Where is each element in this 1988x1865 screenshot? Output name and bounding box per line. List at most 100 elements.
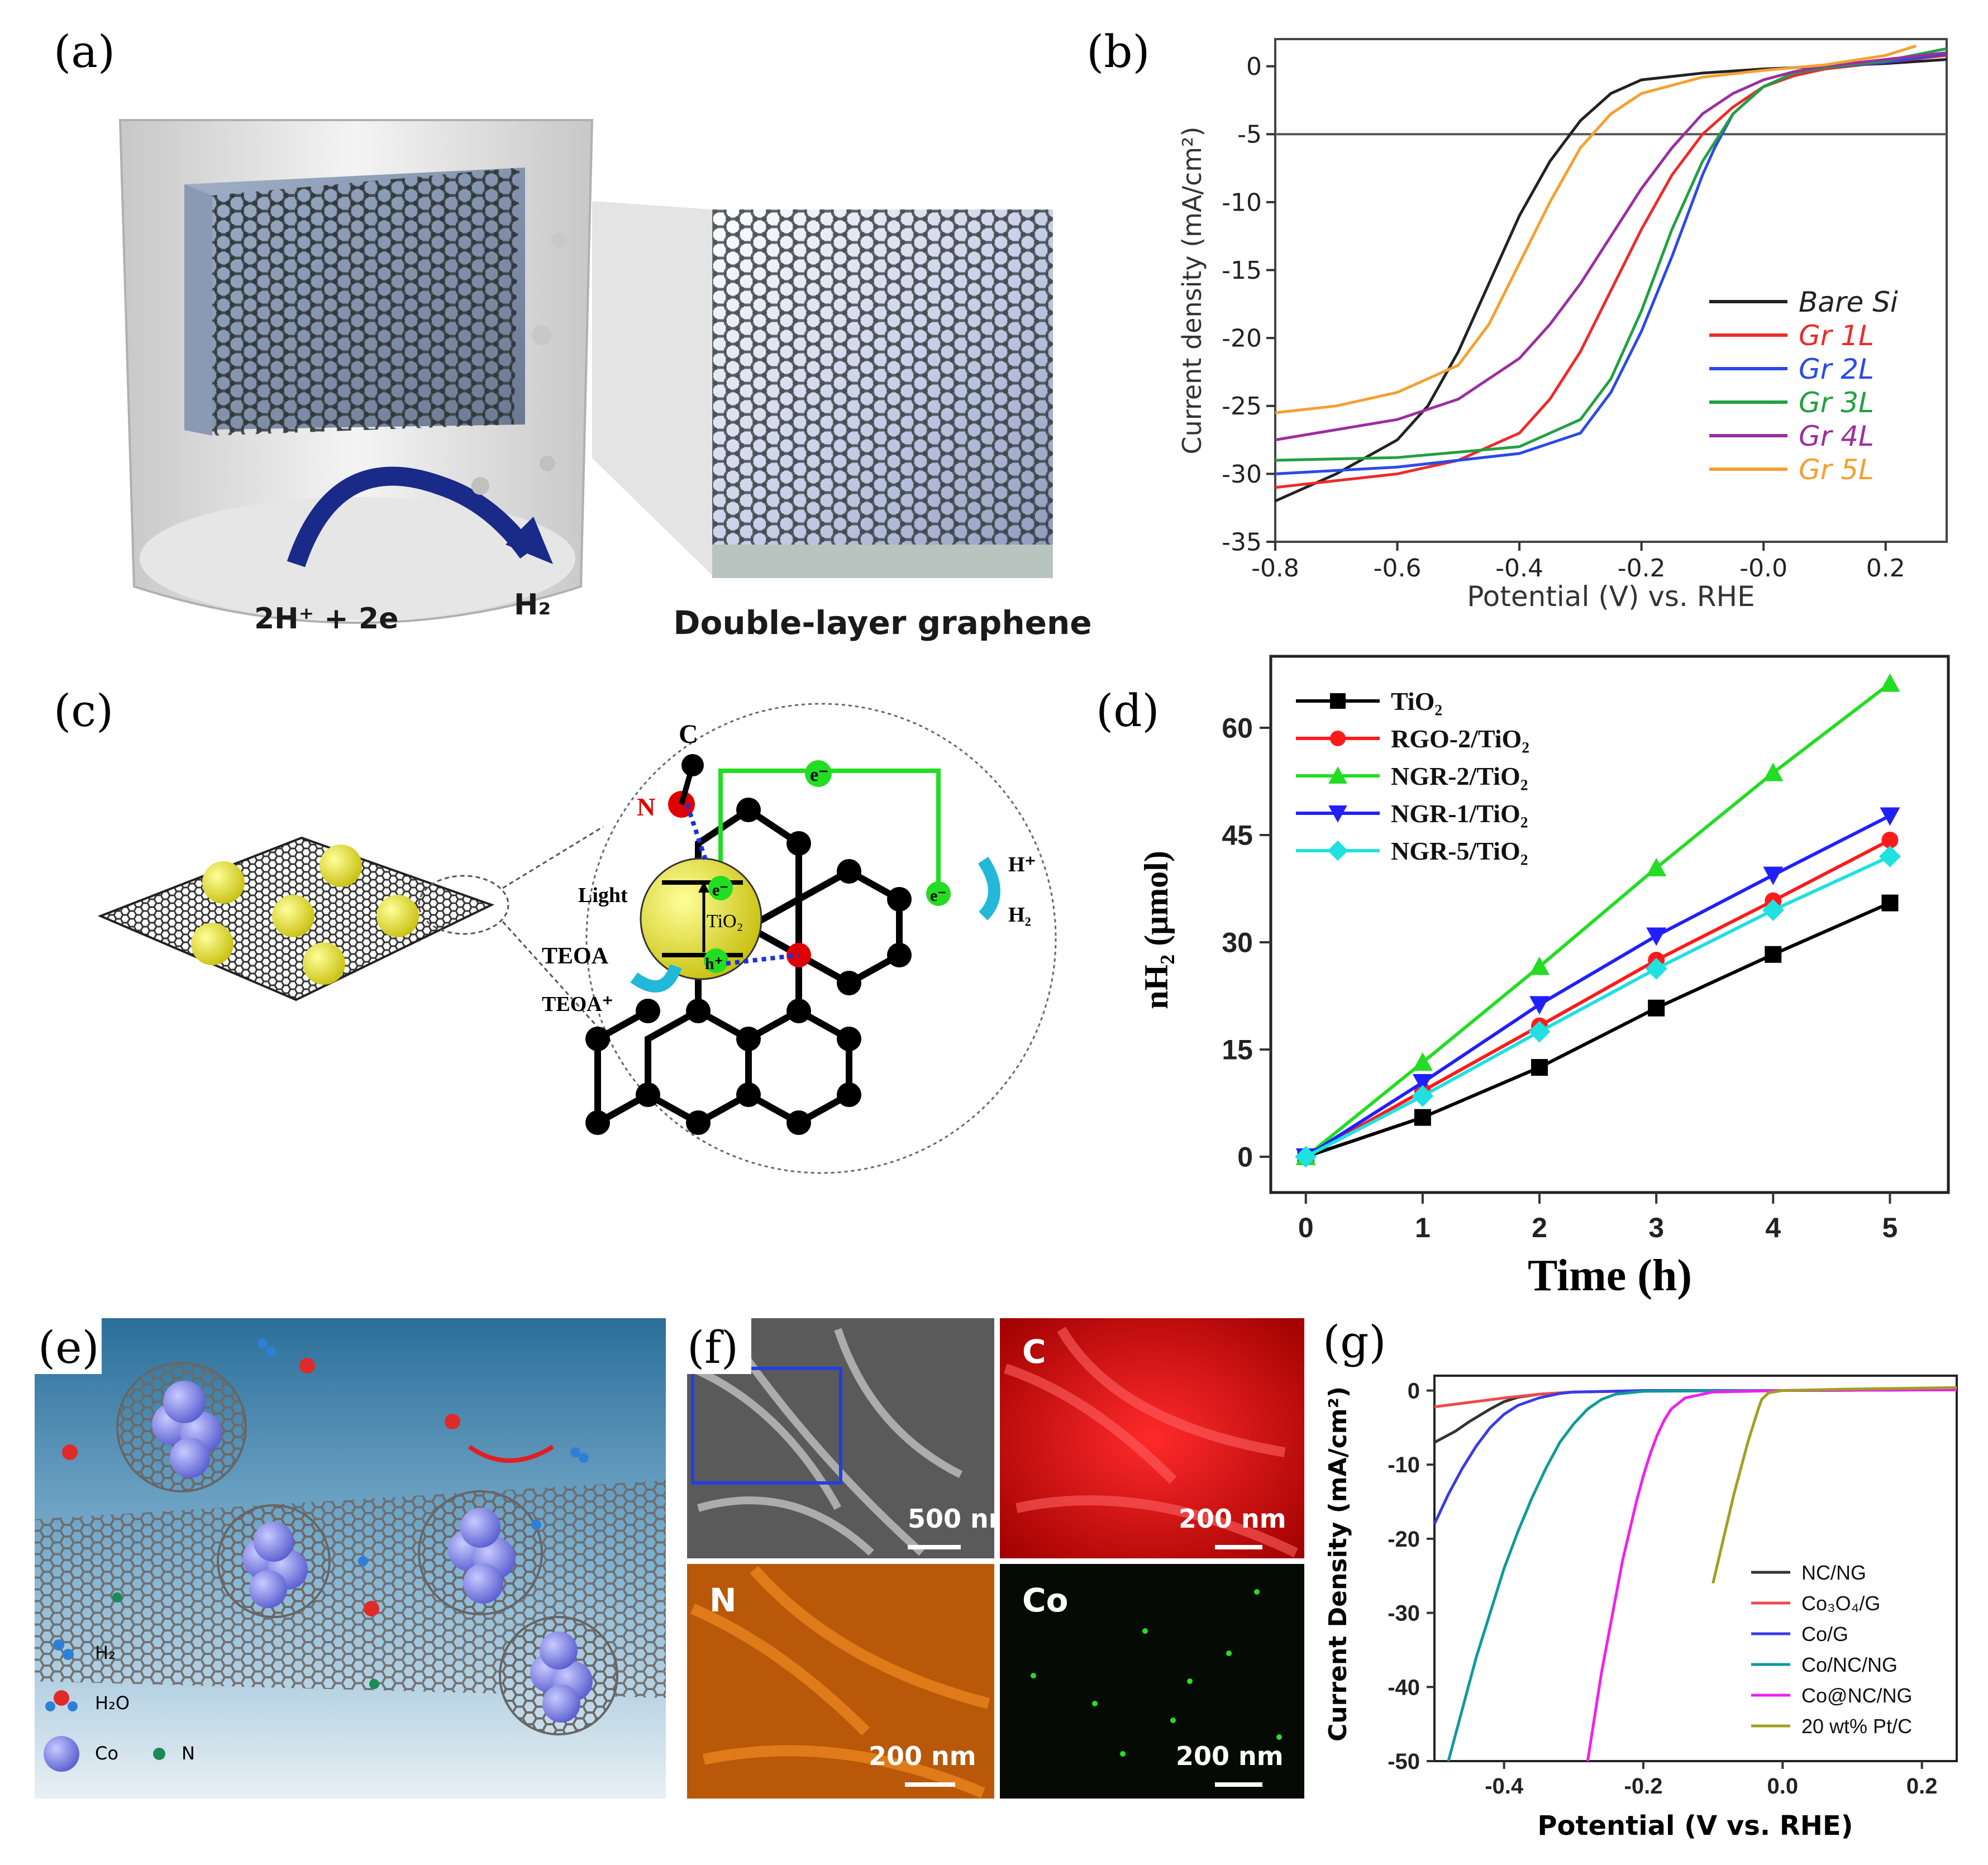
legend-label: Gr 4L [1799, 420, 1874, 452]
chart-g-legend: NC/NG Co₃O₄/G Co/G Co/NC/NG Co@NC/NG 20 wt% P… [1751, 1561, 1913, 1738]
data-point [1881, 894, 1899, 912]
data-point [1646, 857, 1667, 876]
data-point [1529, 996, 1550, 1015]
zoom-caption: Double-layer graphene [673, 604, 1091, 642]
legend-label: Gr 5L [1799, 454, 1874, 486]
x-tick-label: 0.0 [1767, 1774, 1799, 1799]
x-tick-label: -0.2 [1624, 1774, 1663, 1799]
y-tick-label: 15 [1222, 1034, 1253, 1066]
legend-label: NGR-2/TiO₂ [1391, 762, 1528, 790]
x-tick-label: -0.2 [1618, 554, 1666, 583]
data-point [1765, 946, 1782, 963]
series-line [1305, 855, 1891, 1158]
chart-g-x-ticks: -0.4 -0.2 0.0 0.2 [1485, 1761, 1937, 1799]
legend-label: NGR-5/TiO₂ [1391, 837, 1528, 865]
legend-label: 20 wt% Pt/C [1801, 1715, 1912, 1738]
x-tick-label: 0.2 [1866, 554, 1905, 583]
y-tick-label: -50 [1388, 1749, 1420, 1774]
legend-h2: H₂ [95, 1642, 116, 1663]
panel-c-letter: (c) [54, 685, 113, 737]
legend-label: Co/NC/NG [1801, 1653, 1898, 1676]
map-cobalt-tile: Co 200 nm [1000, 1564, 1304, 1799]
chart-b-series [1274, 44, 1947, 503]
data-point [1328, 805, 1347, 823]
label-teoa-plus: TEOA⁺ [542, 993, 613, 1016]
map-label-n: N [709, 1581, 737, 1619]
y-tick-label: -30 [1222, 460, 1262, 489]
electron-path [718, 769, 941, 888]
data-point [1330, 731, 1346, 746]
chart-g-frame [1433, 1375, 1958, 1762]
data-point [1529, 956, 1550, 975]
data-point [1295, 1146, 1317, 1168]
label-c-atom: C [679, 719, 698, 749]
chart-d-series [1295, 673, 1901, 1168]
label-teoa: TEOA [542, 943, 609, 969]
chart-d-legend: TiO₂ RGO-2/TiO₂ NGR-2/TiO₂ NGR-1/TiO₂ NGR-5/… [1296, 687, 1529, 865]
x-tick-label: -0.0 [1739, 554, 1787, 583]
data-point [1645, 957, 1667, 980]
label-e-top: e⁻ [810, 765, 828, 785]
y-tick-label: -5 [1237, 121, 1262, 149]
data-point [1648, 999, 1665, 1017]
map-label-c: C [1022, 1333, 1046, 1371]
panel-e-legend: H₂ H₂O Co N [44, 1639, 195, 1772]
x-tick-label: 3 [1648, 1212, 1664, 1243]
y-tick-label: -35 [1222, 528, 1262, 556]
chart-g-series [1433, 1386, 1957, 1762]
y-tick-label: -20 [1388, 1527, 1420, 1552]
chart-d-y-ticks: 0 15 30 45 60 [1222, 713, 1271, 1173]
series-line [1305, 814, 1891, 1158]
y-tick-label: -15 [1222, 256, 1262, 285]
map-carbon-tile: C 200 nm [1000, 1318, 1304, 1558]
data-point [1330, 693, 1346, 709]
series-line [1275, 44, 1917, 414]
data-point [1414, 1109, 1431, 1126]
chart-d-ylabel: nH₂ (μmol) [1138, 851, 1175, 1009]
panel-g: (g) -0.4 -0.2 0.0 0.2 0 -10 -20 -30 -40 -50 Pote… [1323, 1316, 1958, 1842]
legend-h2o: H₂O [95, 1692, 130, 1714]
x-tick-label: 0 [1298, 1212, 1314, 1243]
data-point [1412, 1052, 1433, 1071]
n-doped-graphene-fragment [585, 754, 912, 1135]
legend-co: Co [95, 1743, 118, 1764]
label-h-plus: H⁺ [1008, 853, 1036, 876]
zoom-beam [592, 201, 712, 575]
scale-n: 200 nm [869, 1741, 976, 1771]
beaker-illustration [118, 119, 594, 624]
panel-c: (c) [54, 685, 1057, 1174]
y-tick-label: -40 [1388, 1675, 1420, 1700]
chart-g-xlabel: Potential (V vs. RHE) [1537, 1810, 1853, 1842]
y-tick-label: 0 [1246, 53, 1262, 81]
y-tick-label: 45 [1222, 820, 1253, 851]
panel-e-letter: (e) [38, 1322, 99, 1373]
panel-f-letter: (f) [687, 1322, 738, 1373]
scale-sem: 500 nm [908, 1504, 1016, 1534]
panel-b: (b) -0.8 -0.6 -0.4 -0.2 -0.0 0.2 0 -5 -10 -15 -20… [1086, 26, 1948, 613]
chart-d-xlabel: Time (h) [1528, 1251, 1692, 1300]
label-tio2: TiO₂ [707, 911, 743, 932]
legend-n: N [182, 1743, 195, 1764]
panel-g-letter: (g) [1323, 1316, 1386, 1368]
y-tick-label: -30 [1388, 1601, 1420, 1626]
chart-b-y-ticks: 0 -5 -10 -15 -20 -25 -30 -35 [1222, 53, 1275, 556]
legend-label: TiO₂ [1391, 687, 1442, 716]
legend-label: Gr 1L [1799, 319, 1874, 352]
legend-label: Bare Si [1799, 286, 1898, 318]
chart-d-frame [1269, 655, 1950, 1194]
label-hole: h⁺ [705, 955, 723, 973]
scale-c: 200 nm [1179, 1504, 1286, 1534]
panel-a: (a) 2H⁺ + 2e H₂ Double-layer graphene [54, 26, 1092, 642]
series-line [1275, 51, 1947, 442]
data-point [1881, 831, 1899, 848]
data-point [1412, 1074, 1433, 1093]
data-point [1763, 762, 1784, 781]
reaction-reactants: 2H⁺ + 2e [254, 602, 398, 636]
y-tick-label: -25 [1222, 392, 1262, 421]
scale-co: 200 nm [1176, 1741, 1284, 1771]
legend-label: Co@NC/NG [1801, 1684, 1913, 1707]
x-tick-label: 4 [1765, 1212, 1781, 1243]
series-line [1447, 1388, 1957, 1762]
